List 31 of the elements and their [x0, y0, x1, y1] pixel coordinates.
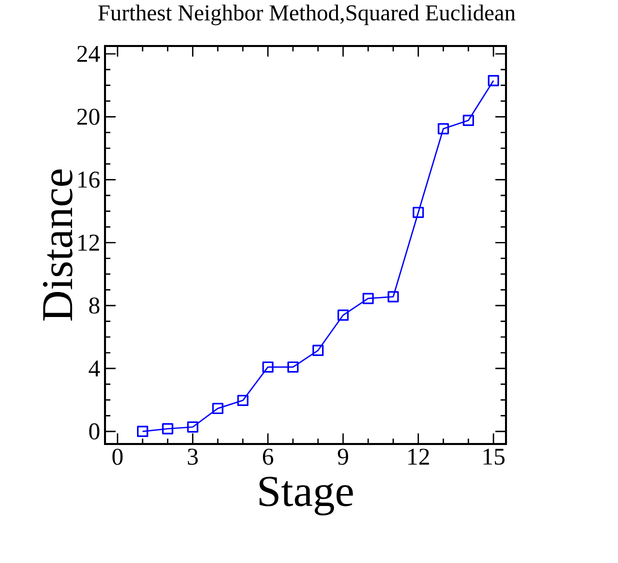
point	[237, 394, 248, 406]
point	[137, 426, 148, 438]
y-tick-label: 12	[78, 234, 99, 251]
point	[162, 423, 174, 434]
point	[337, 310, 349, 321]
x-tick-label: 6	[262, 448, 274, 465]
x-tick-label: 3	[188, 448, 198, 465]
y-tick-label: 8	[89, 297, 100, 314]
point	[412, 206, 424, 218]
x-tick-label: 12	[408, 448, 429, 465]
x-tick-label: 9	[338, 448, 348, 465]
point	[462, 114, 474, 126]
point	[287, 361, 299, 373]
x-tick-label: 15	[484, 448, 505, 465]
y-tick-label: 0	[89, 423, 100, 440]
point	[362, 292, 374, 304]
point	[212, 402, 224, 414]
point	[438, 123, 449, 134]
y-tick-label: 20	[77, 108, 100, 125]
point	[262, 361, 274, 373]
point	[388, 291, 399, 302]
y-tick-label: 16	[78, 172, 100, 188]
y-tick-label: 24	[77, 46, 100, 62]
y-axis-title: Distance	[42, 170, 72, 321]
y-tick-label: 4	[88, 360, 100, 376]
point	[488, 75, 500, 86]
point	[312, 344, 324, 356]
point	[187, 421, 198, 433]
chart-title: Furthest Neighbor Method,Squared Euclidean	[98, 4, 516, 26]
x-tick-label: 0	[112, 448, 123, 465]
x-axis-title: Stage	[260, 476, 353, 516]
